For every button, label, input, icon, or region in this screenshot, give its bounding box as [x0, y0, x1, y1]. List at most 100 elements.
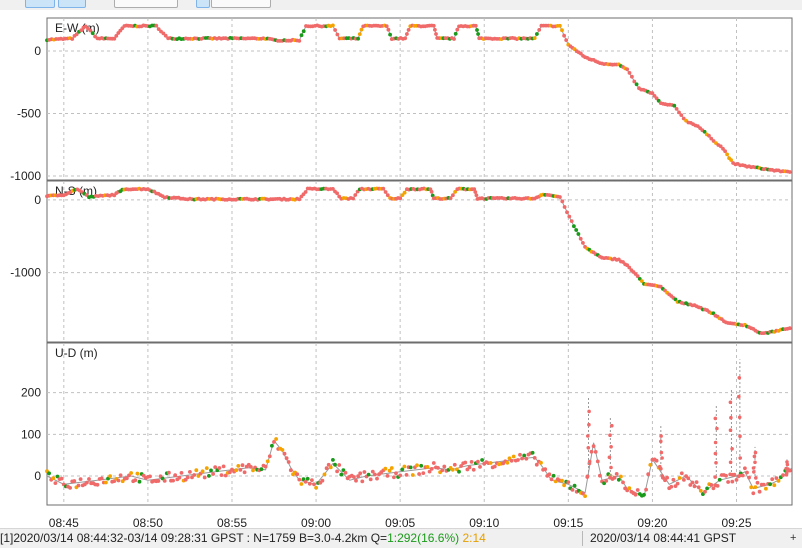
data-point [703, 489, 707, 494]
data-point [288, 468, 293, 473]
data-point [729, 158, 733, 162]
data-point [492, 464, 497, 469]
data-point [436, 466, 440, 470]
status-bar: [1]2020/03/14 08:44:32-03/14 09:28:31 GP… [0, 528, 802, 548]
data-point [375, 476, 379, 481]
data-point [148, 474, 152, 479]
data-point [610, 423, 614, 428]
toolbar-button-4[interactable] [196, 0, 210, 8]
data-point [240, 463, 245, 468]
x-tick-label: 09:00 [301, 516, 331, 528]
data-point [76, 483, 81, 488]
x-tick-label: 09:25 [721, 516, 751, 528]
y-tick-label: -1000 [10, 169, 41, 183]
data-point [709, 136, 714, 141]
toolbar-button-1[interactable] [25, 0, 55, 8]
data-point [616, 477, 621, 482]
data-point [522, 453, 527, 458]
data-point [333, 28, 337, 32]
data-point [154, 23, 159, 28]
data-point [104, 480, 108, 485]
data-point [609, 445, 613, 449]
data-point [786, 467, 790, 471]
data-point [474, 193, 479, 198]
data-point [331, 187, 335, 191]
data-point [480, 458, 484, 462]
data-point [738, 434, 742, 439]
status-q1: 1:292(16.6%) [387, 531, 460, 545]
data-point [473, 23, 478, 28]
data-point [634, 82, 639, 87]
data-point [787, 326, 792, 331]
data-point [305, 476, 310, 481]
data-point [79, 28, 84, 33]
data-point [87, 477, 91, 481]
data-point [671, 477, 676, 482]
data-point [55, 474, 60, 479]
data-point [114, 34, 119, 38]
x-tick-label: 08:55 [217, 516, 247, 528]
data-point [612, 475, 617, 480]
data-point [752, 470, 756, 474]
data-point [743, 466, 747, 471]
data-point [625, 67, 630, 72]
data-point [415, 463, 419, 468]
data-point [326, 462, 331, 467]
data-point [403, 36, 408, 41]
data-point [284, 456, 289, 461]
data-point [627, 486, 632, 491]
data-point [669, 484, 674, 489]
data-point [320, 478, 325, 483]
data-point [659, 439, 663, 444]
data-point [574, 228, 579, 232]
data-point [343, 470, 348, 475]
data-point [682, 478, 686, 482]
data-point [404, 473, 409, 477]
toolbar-button-5[interactable] [211, 0, 271, 8]
data-point [702, 129, 707, 134]
data-point [478, 465, 482, 469]
x-tick-label: 08:50 [133, 516, 163, 528]
data-point [730, 479, 735, 484]
data-point [761, 482, 766, 487]
data-point [282, 451, 287, 456]
data-point [621, 480, 625, 485]
data-point [373, 472, 377, 477]
toolbar-button-3[interactable] [114, 0, 178, 8]
data-point [192, 473, 197, 477]
data-point [738, 456, 742, 460]
data-point [591, 444, 596, 448]
data-point [467, 465, 472, 470]
data-point [549, 477, 554, 482]
data-point [303, 190, 308, 194]
data-point [604, 479, 609, 483]
data-point [90, 31, 95, 36]
data-point [730, 472, 735, 477]
data-point [614, 472, 619, 476]
data-point [711, 486, 716, 491]
data-point [388, 32, 392, 37]
data-point [677, 476, 682, 480]
data-point [295, 472, 300, 477]
data-point [608, 475, 612, 480]
data-point [383, 466, 388, 471]
data-point [385, 193, 390, 198]
data-point [219, 473, 224, 477]
resize-grip-icon[interactable]: + [790, 532, 797, 544]
data-point [578, 236, 583, 241]
toolbar-button-2[interactable] [58, 0, 86, 8]
data-point [715, 484, 720, 488]
data-point [398, 196, 403, 201]
data-point [51, 476, 56, 481]
data-point [713, 475, 717, 479]
data-point [366, 472, 371, 477]
data-point [286, 460, 291, 464]
data-point [587, 422, 591, 427]
data-point [408, 465, 413, 470]
data-point [359, 27, 364, 32]
data-point [725, 152, 729, 157]
data-point [558, 23, 562, 28]
panel-frame [46, 17, 793, 181]
data-point [560, 478, 564, 483]
